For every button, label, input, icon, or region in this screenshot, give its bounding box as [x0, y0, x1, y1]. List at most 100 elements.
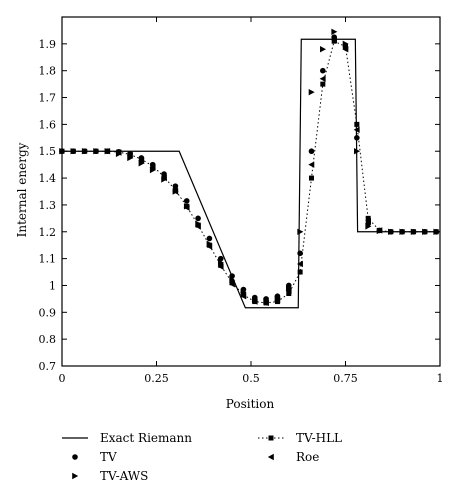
data-point-roe [194, 223, 201, 230]
data-point-tv-aws [127, 154, 134, 162]
data-point-tv [195, 215, 201, 222]
data-point-tv-aws [410, 228, 417, 235]
y-tick-label: 0.9 [39, 306, 57, 319]
data-point-roe [319, 75, 326, 82]
data-point-tv-aws [240, 288, 247, 296]
data-point-roe [149, 164, 156, 171]
data-point-tv [320, 67, 326, 74]
y-tick-label: 1.7 [39, 92, 57, 105]
x-axis-title: Position [226, 397, 275, 411]
data-point-tv-aws [70, 148, 77, 155]
data-point-tv-aws [217, 259, 224, 266]
legend-label: Roe [296, 450, 319, 464]
y-tick-label: 0.8 [39, 333, 57, 346]
data-point-roe [228, 280, 235, 288]
data-point-tv [172, 183, 179, 189]
data-point-roe [376, 227, 383, 234]
data-point-tv [308, 148, 315, 155]
data-point-tv [217, 255, 224, 262]
data-point-tv [206, 235, 213, 242]
data-point-roe [138, 157, 145, 164]
x-tick-label: 0.75 [333, 372, 358, 385]
data-point-roe [251, 298, 258, 305]
legend-swatch-marker [268, 435, 274, 441]
plot-area [61, 16, 441, 367]
legend-label: TV-HLL [296, 431, 342, 445]
series-tv-hll [59, 38, 439, 306]
data-point-tv-hll [297, 269, 303, 275]
y-tick-label: 1.4 [39, 172, 57, 185]
data-point-tv-hll [365, 215, 371, 221]
data-point-tv-hll [343, 44, 348, 50]
data-point-tv-aws [308, 88, 315, 96]
series-tv-aws [59, 28, 440, 305]
data-point-tv-aws [422, 228, 429, 235]
data-point-tv [354, 135, 360, 141]
data-point-tv-aws [331, 28, 338, 35]
x-tick-label: 0.5 [242, 372, 260, 385]
data-point-roe [353, 126, 360, 133]
data-point-roe [217, 263, 224, 270]
legend-label: TV [100, 450, 117, 464]
data-point-roe [160, 174, 167, 182]
data-point-roe [274, 297, 281, 304]
series-roe [104, 36, 383, 307]
data-point-roe [262, 299, 269, 307]
data-point-tv-aws [195, 220, 202, 227]
data-point-roe [308, 161, 315, 168]
legend-swatch [267, 453, 274, 461]
data-point-tv [183, 198, 190, 204]
y-tick-label: 1.1 [39, 253, 57, 266]
data-point-roe [342, 46, 349, 53]
data-point-tv-aws [81, 148, 88, 155]
plot-border [61, 16, 441, 367]
data-point-tv-hll [308, 175, 314, 181]
data-point-tv-aws [206, 240, 213, 248]
legend-swatch [72, 454, 78, 460]
y-tick-label: 1.5 [39, 145, 57, 158]
series-line-tv-hll [62, 40, 437, 304]
data-point-tv-aws [229, 276, 236, 284]
data-point-roe [183, 204, 190, 211]
series-tv [59, 34, 440, 302]
y-tick-label: 1.3 [39, 199, 57, 212]
legend-item: TV-AWS [72, 469, 148, 483]
data-point-tv-hll [354, 121, 360, 127]
data-marks [59, 28, 440, 309]
data-point-tv-aws [365, 223, 372, 230]
data-point-tv-aws [286, 284, 292, 292]
data-point-roe [206, 243, 213, 250]
data-point-roe [330, 36, 337, 44]
legend-item: TV-HLL [258, 431, 342, 445]
data-point-tv-hll [320, 81, 326, 87]
data-point-tv-aws [93, 148, 100, 155]
data-point-tv-hll [286, 291, 292, 297]
y-tick-label: 1 [49, 279, 56, 292]
data-point-tv-aws [399, 228, 406, 235]
data-point-roe [285, 287, 292, 295]
data-point-roe [240, 293, 247, 300]
data-point-roe [115, 149, 122, 156]
series-exact-riemann [62, 38, 440, 309]
data-point-roe [104, 148, 111, 155]
data-point-roe [364, 217, 371, 225]
x-tick-label: 1 [437, 372, 444, 385]
y-axis-title: Internal energy [15, 142, 29, 237]
data-point-roe [126, 152, 133, 159]
legend-item: Exact Riemann [62, 431, 192, 445]
data-point-tv [229, 273, 235, 279]
y-tick-label: 1.8 [39, 65, 57, 78]
legend-item: Roe [267, 450, 319, 464]
data-point-roe [296, 260, 303, 268]
y-tick-label: 1.2 [39, 226, 57, 239]
data-point-tv-aws [149, 166, 156, 174]
data-point-tv-aws [320, 46, 327, 53]
series-line-exact-riemann [62, 38, 440, 309]
x-tick-label: 0 [59, 372, 66, 385]
axis-ticks: 0 0.25 0.5 0.75 1 0.7 0.8 0.9 1 1.1 1.2 1.3 1.4 1.5 1.… [39, 17, 444, 385]
legend-item: TV [72, 450, 117, 464]
data-point-tv-aws [388, 228, 395, 235]
legend-label: Exact Riemann [100, 431, 192, 445]
data-point-tv-aws [342, 40, 349, 48]
